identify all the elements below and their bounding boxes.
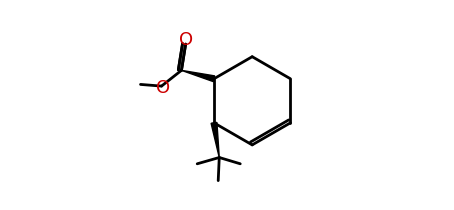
Text: O: O: [178, 31, 192, 49]
Polygon shape: [182, 70, 215, 82]
Polygon shape: [211, 122, 219, 158]
Text: O: O: [156, 79, 170, 97]
